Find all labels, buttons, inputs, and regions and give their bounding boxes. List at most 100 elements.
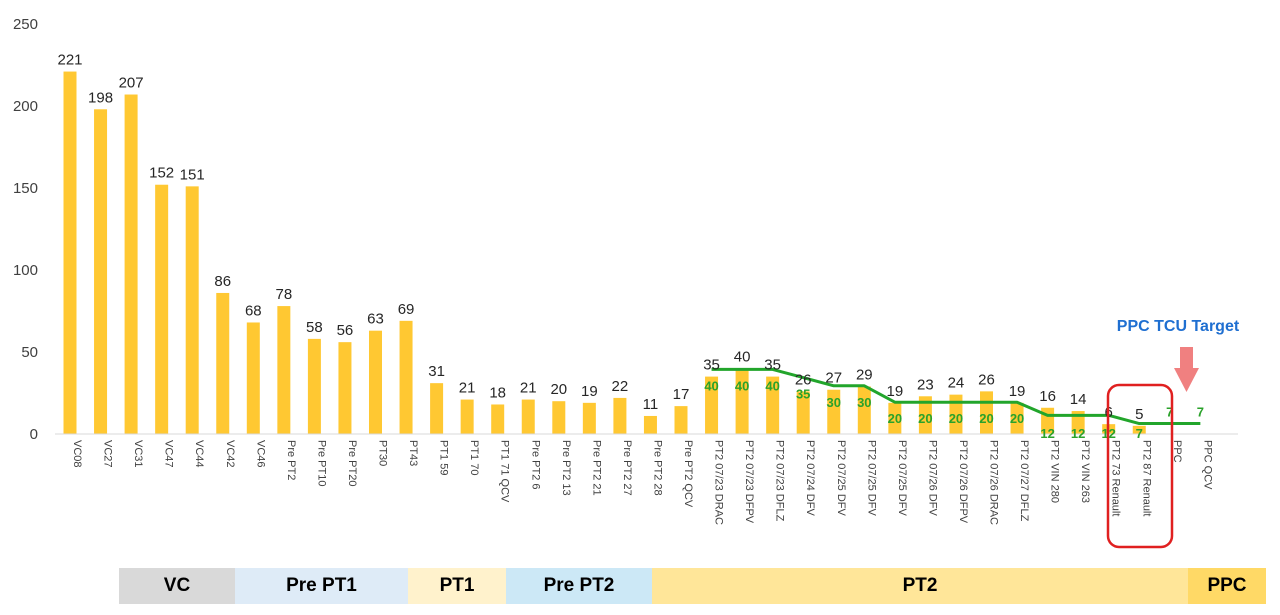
- x-tick-label: Pre PT2 27: [621, 440, 633, 496]
- bar-value-label: 27: [825, 370, 842, 387]
- phase-pre-pt1: Pre PT1: [235, 568, 408, 604]
- phase-pre-pt2: Pre PT2: [506, 568, 652, 604]
- target-value-label: 20: [1010, 411, 1024, 426]
- bar-value-label: 58: [306, 319, 323, 336]
- bar: [430, 383, 444, 434]
- bar-value-label: 19: [1009, 383, 1026, 400]
- x-tick-label: PT43: [407, 440, 419, 466]
- target-value-label: 30: [827, 395, 841, 410]
- bar-value-label: 11: [643, 396, 659, 413]
- x-tick-label: PT2 07/23 DRAC: [713, 440, 725, 525]
- x-tick-label: PT2 73 Renault: [1110, 440, 1122, 516]
- x-axis-ticks: VC08 VC27 VC31 VC47 VC44 VC42 VC46 Pre PT2 Pre P…: [71, 440, 1213, 525]
- x-tick-label: PT2 07/25 DFV: [896, 440, 908, 516]
- bar: [918, 396, 932, 434]
- bar: [949, 394, 963, 434]
- bar-value-label: 5: [1135, 406, 1143, 423]
- bar-series: [63, 71, 1146, 435]
- y-tick-label: 100: [13, 262, 38, 279]
- y-tick-label: 50: [21, 344, 38, 361]
- x-tick-label: PT2 VIN 263: [1079, 440, 1091, 503]
- x-tick-label: VC46: [254, 440, 266, 468]
- bar-value-label: 86: [214, 273, 231, 290]
- x-tick-label: VC44: [193, 440, 205, 468]
- x-tick-label: VC42: [224, 440, 236, 468]
- bar: [155, 184, 169, 434]
- bar-value-label: 20: [550, 381, 567, 398]
- bar: [491, 404, 505, 434]
- bar: [399, 320, 413, 434]
- bar-value-label: 40: [734, 348, 751, 365]
- target-series: [711, 367, 1201, 426]
- bar-value-label: 29: [856, 366, 873, 383]
- x-tick-label: PT1 59: [438, 440, 450, 475]
- bar-value-label: 63: [367, 311, 384, 328]
- bar-value-label: 198: [88, 89, 113, 106]
- bar: [246, 322, 260, 434]
- target-value-label: 12: [1040, 426, 1054, 441]
- target-value-label: 20: [979, 411, 993, 426]
- x-tick-label: PT2 87 Renault: [1140, 440, 1152, 516]
- bar: [674, 406, 688, 434]
- x-tick-label: PT2 VIN 280: [1049, 440, 1061, 503]
- target-value-label: 40: [735, 378, 749, 393]
- bar: [216, 292, 230, 434]
- renault-highlight-box: [1106, 383, 1174, 549]
- bar: [796, 391, 810, 434]
- x-tick-label: PT2 07/23 DFLZ: [774, 440, 786, 522]
- bar: [888, 402, 902, 434]
- bar-value-label: 151: [180, 166, 205, 183]
- phase-pt1: PT1: [408, 568, 506, 604]
- ppc-target-arrow: [1174, 347, 1199, 392]
- bar-value-label: 21: [459, 380, 476, 397]
- bar-value-label: 56: [337, 322, 354, 339]
- target-value-label: 7: [1166, 405, 1173, 420]
- bar: [1010, 402, 1024, 434]
- target-value-label: 40: [704, 378, 718, 393]
- bar: [705, 376, 719, 434]
- bar-value-label: 221: [57, 52, 82, 69]
- target-value-label: 12: [1071, 426, 1085, 441]
- bar-value-label: 23: [917, 376, 934, 393]
- bar: [63, 71, 77, 434]
- bar-value-label: 152: [149, 165, 174, 182]
- bar-value-label: 17: [673, 386, 690, 403]
- x-tick-label: PPC: [1171, 440, 1183, 463]
- bar-value-label: 26: [978, 371, 995, 388]
- bar: [94, 109, 108, 434]
- target-value-label: 20: [918, 411, 932, 426]
- bar: [735, 368, 749, 434]
- y-tick-label: 150: [13, 180, 38, 197]
- bar-value-label: 68: [245, 302, 262, 319]
- x-tick-label: VC31: [132, 440, 144, 468]
- bar-value-label: 16: [1039, 388, 1056, 405]
- y-axis: 0 50 100 150 200 250: [13, 16, 38, 443]
- ppc-tcu-target-label: PPC TCU Target: [1116, 318, 1240, 335]
- bar: [338, 342, 352, 434]
- bar: [521, 399, 535, 434]
- bar-value-label: 24: [948, 375, 965, 392]
- target-value-label: 30: [857, 395, 871, 410]
- phase-ppc: PPC: [1188, 568, 1266, 604]
- bar-value-label: 35: [764, 357, 781, 374]
- target-value-label: 20: [949, 411, 963, 426]
- x-tick-label: PT2 07/25 DFV: [835, 440, 847, 516]
- bar: [277, 306, 291, 434]
- x-tick-label: Pre PT2 13: [560, 440, 572, 496]
- bar-value-label: 26: [795, 371, 812, 388]
- bar: [643, 415, 657, 434]
- bar: [185, 186, 199, 434]
- bar-value-label: 21: [520, 380, 537, 397]
- bar-value-label: 35: [703, 357, 720, 374]
- bar-value-label: 19: [887, 383, 904, 400]
- x-tick-label: PT2 07/27 DFLZ: [1018, 440, 1030, 522]
- bar: [307, 338, 321, 434]
- target-value-label: 20: [888, 411, 902, 426]
- bar: [460, 399, 474, 434]
- bar-value-label: 22: [612, 378, 629, 395]
- x-tick-label: Pre PT2 28: [651, 440, 663, 496]
- x-tick-label: Pre PT2 QCV: [682, 440, 694, 508]
- x-tick-label: Pre PT10: [315, 440, 327, 486]
